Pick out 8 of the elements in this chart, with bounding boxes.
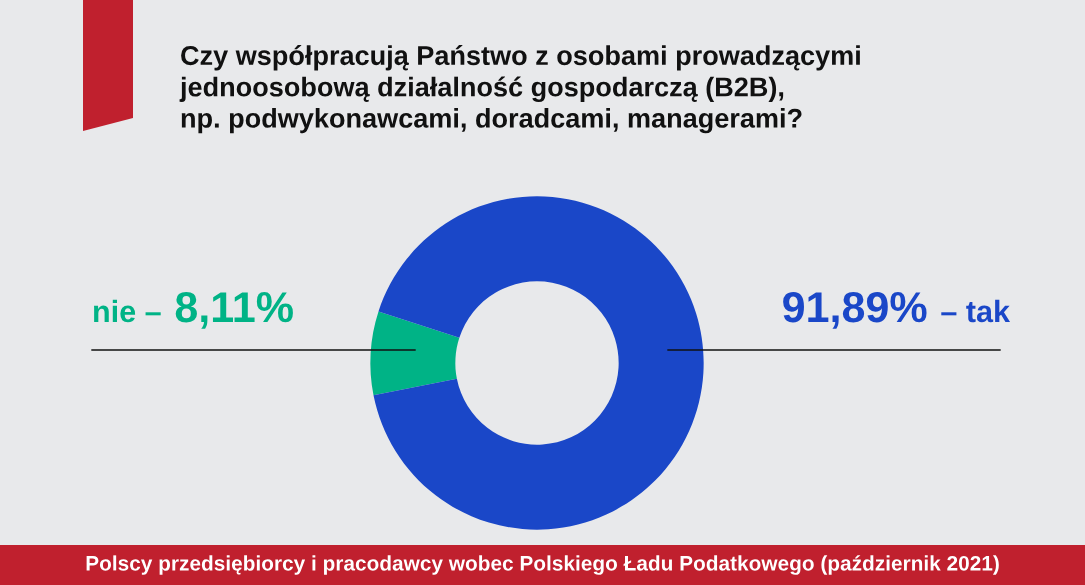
slice-label: – tak bbox=[941, 299, 1011, 323]
chart-title: Czy współpracują Państwo z osobami prowadzącymi jednoosobową działalność gospodarczą (B2B), np. podwykonawcami, doradcami, managerami? bbox=[179, 45, 860, 134]
donut-slice bbox=[370, 311, 460, 396]
text: Polscy przedsiębiorcy i pracodawcy wobec Polskiego Ładu Podatkowego (październik 2021) bbox=[86, 555, 999, 575]
data-label: 91,89% bbox=[783, 291, 927, 329]
slice-label: nie – bbox=[94, 299, 161, 323]
donut-slice bbox=[373, 196, 704, 530]
data-label: 8,11% bbox=[175, 291, 293, 329]
